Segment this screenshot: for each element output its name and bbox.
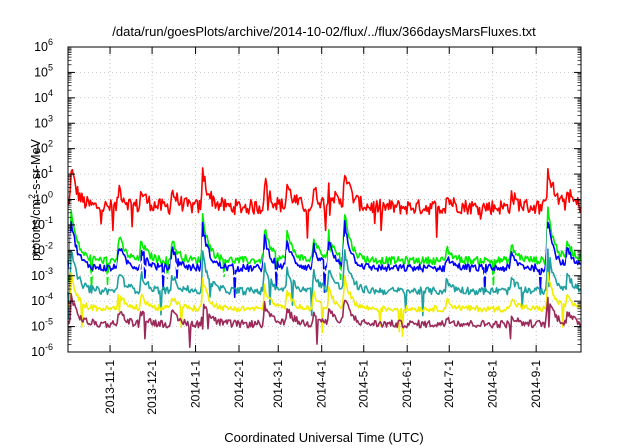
y-tick-label: 10-3 (31, 266, 53, 283)
x-tick-label: 2013-11-1 (103, 360, 117, 414)
tick-layer (68, 46, 581, 353)
y-tick-label-exponent: -2 (45, 240, 53, 250)
y-tick-label-base: 10 (31, 320, 45, 334)
y-tick-label-exponent: -5 (45, 317, 53, 327)
y-tick-label-base: 10 (31, 218, 45, 232)
x-tick-label: 2014-2-1 (232, 360, 246, 408)
y-axis-label-prefix: protons/cm (29, 199, 43, 261)
flux-series-line (67, 248, 582, 320)
y-tick-label: 10-5 (31, 317, 53, 334)
y-tick-label-base: 10 (31, 345, 45, 359)
flux-series-line (67, 271, 582, 337)
x-tick-label: 2014-9-1 (529, 360, 543, 408)
y-tick-label-base: 10 (31, 294, 45, 308)
y-tick-label: 104 (34, 88, 53, 105)
flux-series-line (67, 228, 582, 303)
x-tick-label: 2014-1-1 (189, 360, 203, 408)
y-tick-label-exponent: 5 (48, 62, 53, 72)
flux-series-line (67, 220, 582, 299)
y-tick-label: 10-4 (31, 291, 53, 308)
series-layer (67, 167, 582, 349)
y-tick-label-base: 10 (34, 40, 48, 54)
y-tick-label-exponent: -4 (45, 291, 53, 301)
y-tick-label-exponent: 6 (48, 37, 53, 47)
x-tick-label: 2013-12-1 (145, 360, 159, 415)
flux-series-line (67, 167, 582, 239)
y-tick-label-exponent: 3 (48, 113, 53, 123)
y-tick-label: 106 (34, 37, 53, 54)
y-tick-label-exponent: 2 (48, 139, 53, 149)
y-tick-labels: 10-610-510-410-310-210-11001011021031041… (31, 37, 53, 359)
y-tick-label: 101 (34, 164, 53, 181)
y-tick-label-exponent: 1 (48, 164, 53, 174)
y-axis-label: protons/cm2-s-sr-MeV (27, 138, 43, 260)
y-tick-label-exponent: -6 (45, 342, 53, 352)
y-tick-label-base: 10 (34, 116, 48, 130)
y-axis-label-superscript: 2 (27, 194, 37, 199)
flux-series-line (67, 206, 582, 291)
y-tick-label-exponent: -1 (45, 215, 53, 225)
y-tick-label-base: 10 (34, 193, 48, 207)
y-tick-label: 10-1 (31, 215, 53, 232)
y-tick-label-exponent: 0 (48, 190, 53, 200)
y-tick-label: 103 (34, 113, 53, 130)
y-tick-label: 102 (34, 139, 53, 156)
x-tick-label: 2014-8-1 (486, 360, 500, 408)
x-tick-label: 2014-4-1 (315, 360, 329, 408)
y-tick-label: 100 (34, 190, 53, 207)
y-tick-label-base: 10 (31, 243, 45, 257)
flux-series-line (67, 293, 582, 349)
y-tick-label-base: 10 (34, 142, 48, 156)
x-tick-label: 2014-7-1 (442, 360, 456, 408)
y-tick-label-exponent: -3 (45, 266, 53, 276)
y-tick-label-base: 10 (34, 65, 48, 79)
x-tick-label: 2014-3-1 (271, 360, 285, 408)
y-tick-label: 10-6 (31, 342, 53, 359)
y-tick-label: 10-2 (31, 240, 53, 257)
y-tick-label: 105 (34, 62, 53, 79)
y-tick-label-base: 10 (34, 167, 48, 181)
x-tick-label: 2014-6-1 (400, 360, 414, 408)
x-axis-label: Coordinated Universal Time (UTC) (224, 430, 423, 445)
y-tick-label-base: 10 (34, 91, 48, 105)
y-tick-label-exponent: 4 (48, 88, 53, 98)
x-tick-label: 2014-5-1 (357, 360, 371, 408)
chart-title: /data/run/goesPlots/archive/2014-10-02/f… (112, 24, 536, 39)
x-tick-labels: 2013-11-1 2013-12-1 2014-1-1 2014-2-1 2014-3… (103, 360, 543, 415)
y-tick-label-base: 10 (31, 269, 45, 283)
y-axis-label-suffix: -s-sr-MeV (29, 138, 43, 194)
